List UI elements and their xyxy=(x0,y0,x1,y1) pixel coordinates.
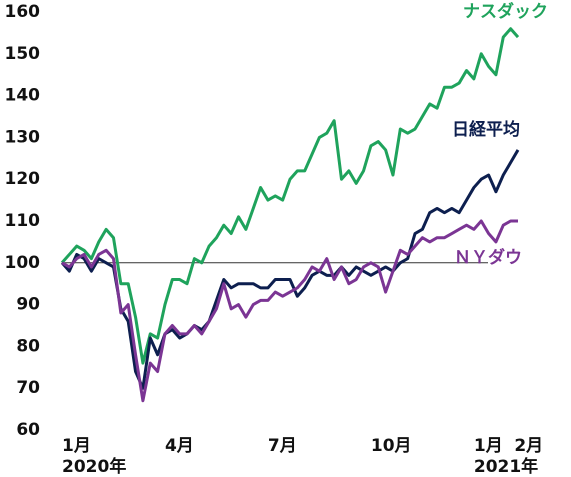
series-line xyxy=(60,149,520,390)
y-tick-label: 120 xyxy=(5,169,41,189)
y-tick-label: 60 xyxy=(16,420,40,440)
x-tick-label: 2月 xyxy=(514,436,543,456)
series-label: 日経平均 xyxy=(452,119,520,140)
series-label: ＮＹダウ xyxy=(454,247,522,268)
x-tick-label: 4月 xyxy=(165,436,194,456)
y-tick-label: 110 xyxy=(5,211,41,231)
x-tick-label: 1月 xyxy=(62,436,91,456)
y-tick-label: 80 xyxy=(16,336,40,356)
x-tick-label: 7月 xyxy=(268,436,297,456)
y-tick-label: 70 xyxy=(16,378,40,398)
series-line xyxy=(61,219,518,403)
x-year-label: 2021年 xyxy=(474,456,538,477)
x-year-label: 2020年 xyxy=(62,456,126,477)
y-tick-label: 160 xyxy=(5,2,41,22)
x-tick-label: 10月 xyxy=(371,436,412,456)
x-tick-label: 1月 xyxy=(474,436,503,456)
y-tick-label: 90 xyxy=(16,295,40,315)
series-label: ナスダック xyxy=(463,1,548,22)
y-tick-label: 140 xyxy=(5,86,41,106)
y-tick-label: 150 xyxy=(5,44,41,64)
y-tick-label: 130 xyxy=(5,127,41,147)
y-tick-label: 100 xyxy=(5,253,41,273)
series-line xyxy=(60,27,520,365)
